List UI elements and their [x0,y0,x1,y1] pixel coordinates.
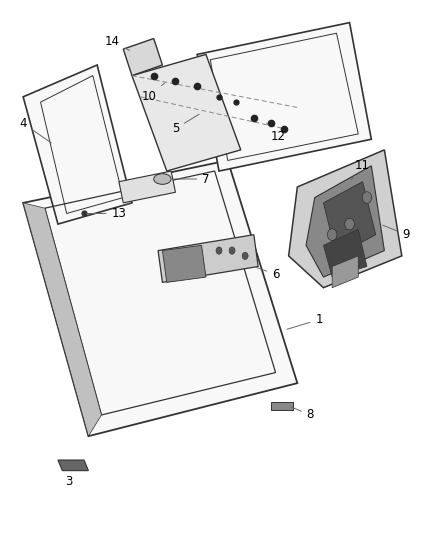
Text: 11: 11 [351,159,370,180]
Text: 12: 12 [267,123,285,143]
Polygon shape [323,229,367,277]
Polygon shape [123,38,162,76]
Polygon shape [23,203,102,436]
Circle shape [242,252,248,260]
Polygon shape [332,256,358,288]
Polygon shape [23,160,297,436]
Polygon shape [289,150,402,288]
Text: 9: 9 [383,225,410,241]
Text: 1: 1 [287,313,323,329]
Text: 6: 6 [256,268,279,281]
Polygon shape [23,65,132,224]
Polygon shape [323,182,376,256]
Polygon shape [158,235,258,282]
Polygon shape [58,460,88,471]
Text: 10: 10 [142,83,165,103]
Text: 7: 7 [174,173,210,185]
Circle shape [362,192,372,204]
Circle shape [327,229,337,240]
Polygon shape [271,402,293,410]
Text: 8: 8 [291,407,314,422]
Circle shape [216,247,222,254]
Polygon shape [132,54,241,171]
Polygon shape [119,171,176,203]
Ellipse shape [154,174,171,184]
Polygon shape [162,245,206,282]
Text: 5: 5 [172,114,199,135]
Circle shape [229,247,235,254]
Polygon shape [197,22,371,171]
Text: 3: 3 [65,468,73,488]
Circle shape [345,218,354,230]
Polygon shape [306,166,385,277]
Text: 13: 13 [87,207,126,220]
Text: 4: 4 [19,117,51,143]
Text: 14: 14 [105,35,130,51]
